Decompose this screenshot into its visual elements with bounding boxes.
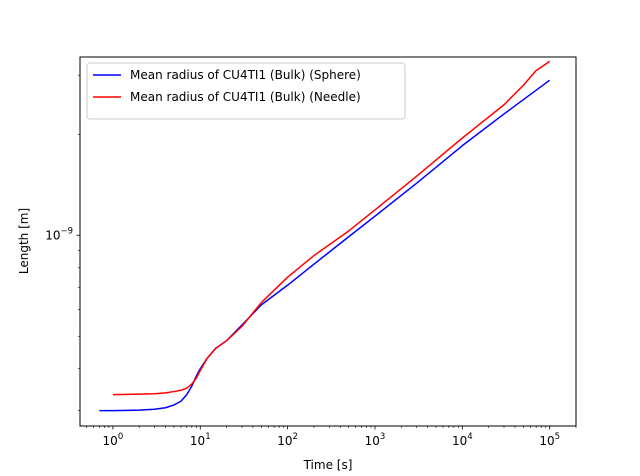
- legend-label-2: Mean radius of CU4TI1 (Bulk) (Needle): [130, 90, 361, 104]
- x-tick-label: 102: [277, 432, 298, 448]
- y-axis-label: Length [m]: [17, 208, 31, 274]
- legend-box: [86, 62, 406, 120]
- axes-frame: [79, 56, 577, 427]
- y-tick-label: 10−9: [45, 226, 73, 242]
- x-tick-label: 101: [190, 432, 211, 448]
- series-line-1: [99, 79, 551, 412]
- x-tick-label: 104: [452, 432, 473, 448]
- y-axis: 10−9: [45, 74, 80, 411]
- x-axis-label: Time [s]: [303, 458, 353, 472]
- plot-area: [99, 60, 551, 412]
- legend-label-1: Mean radius of CU4TI1 (Bulk) (Sphere): [130, 68, 361, 82]
- x-tick-label: 103: [365, 432, 386, 448]
- series-line-2: [112, 60, 551, 396]
- legend: Mean radius of CU4TI1 (Bulk) (Sphere) Mea…: [86, 62, 406, 120]
- x-tick-label: 100: [103, 432, 124, 448]
- x-axis: 100 101 102 103 104 105: [86, 426, 577, 448]
- x-tick-label: 105: [539, 432, 560, 448]
